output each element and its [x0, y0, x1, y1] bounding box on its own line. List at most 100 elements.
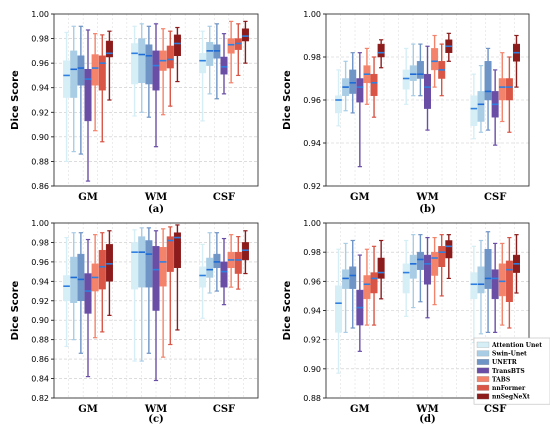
box-c-gm-3 [84, 238, 92, 378]
box-iqr [416, 251, 424, 270]
legend-label: TABS [492, 376, 510, 383]
box-iqr [152, 50, 160, 91]
box-c-csf-3 [220, 237, 228, 306]
box-iqr [498, 78, 506, 101]
box-iqr [416, 61, 424, 79]
box-b-csf-3 [491, 69, 499, 146]
box-c-wm-2 [145, 227, 153, 354]
y-tick-label: 0.96 [31, 59, 49, 68]
box-d-wm-5 [438, 234, 446, 297]
box-iqr [91, 54, 99, 86]
panel-label: (a) [148, 204, 164, 215]
x-category-label: CSF [213, 404, 235, 415]
y-tick-label: 0.94 [31, 277, 49, 286]
box-a-gm-2 [77, 25, 85, 155]
box-iqr [377, 43, 385, 58]
legend-swatch [476, 384, 490, 391]
x-category-label: CSF [213, 192, 235, 203]
panel-label: (c) [148, 414, 164, 425]
panel-a: 0.86 0.88 0.90 0.92 0.94 0.96 0.98 1.00 GM WM CSF D… [10, 10, 259, 215]
box-iqr [131, 242, 139, 290]
box-iqr [431, 251, 439, 276]
box-iqr [206, 42, 214, 66]
box-d-wm-0 [402, 239, 410, 317]
y-tick-label: 0.86 [31, 355, 49, 364]
legend-swatch [476, 341, 490, 348]
box-iqr [498, 263, 506, 297]
box-iqr [105, 40, 113, 58]
box-iqr [220, 261, 228, 288]
box-iqr [77, 55, 85, 86]
y-tick-label: 0.88 [31, 157, 49, 166]
box-iqr [234, 251, 242, 274]
box-c-csf-2 [213, 232, 221, 292]
box-iqr [199, 266, 207, 288]
box-b-csf-4 [498, 52, 506, 123]
axes-frame [325, 13, 530, 187]
box-c-wm-5 [166, 226, 174, 346]
y-tick-label: 0.92 [31, 297, 49, 306]
box-d-wm-3 [423, 236, 432, 319]
box-iqr [105, 244, 113, 282]
box-a-csf-0 [199, 30, 207, 122]
legend-label: Swin-Unet [492, 351, 527, 358]
box-iqr [484, 61, 492, 101]
y-axis-label: Dice Score [282, 280, 293, 340]
box-iqr [199, 53, 207, 74]
box-c-csf-4 [227, 234, 235, 288]
box-b-wm-5 [438, 43, 446, 97]
legend-label: nnFormer [492, 385, 526, 392]
box-d-csf-3 [491, 242, 499, 333]
box-c-csf-5 [234, 236, 242, 290]
x-category-label: WM [415, 404, 438, 415]
box-a-gm-0 [63, 31, 71, 163]
y-tick-label: 0.98 [31, 35, 49, 44]
box-a-gm-4 [91, 33, 99, 132]
box-iqr [445, 240, 453, 259]
box-b-csf-0 [470, 73, 478, 140]
box-iqr [241, 242, 249, 261]
box-iqr [173, 34, 181, 57]
box-d-csf-1 [477, 239, 485, 335]
x-category-label: GM [78, 404, 98, 415]
box-b-gm-5 [370, 56, 378, 118]
legend-item: TransBTS [476, 367, 525, 375]
box-a-csf-5 [234, 23, 242, 77]
box-d-csf-2 [484, 231, 492, 333]
y-tick-label: 0.92 [303, 336, 321, 345]
y-tick-label: 0.96 [31, 258, 49, 267]
box-iqr [220, 56, 228, 75]
box-b-gm-0 [335, 69, 343, 127]
box-iqr [505, 260, 513, 302]
box-iqr [349, 69, 357, 94]
box-b-csf-6 [512, 34, 520, 88]
box-iqr [173, 232, 181, 268]
y-tick-label: 0.94 [31, 84, 49, 93]
box-c-wm-3 [152, 230, 160, 382]
box-a-gm-5 [98, 34, 106, 143]
box-iqr [335, 285, 343, 333]
box-c-csf-6 [241, 230, 249, 275]
box-iqr [145, 240, 153, 288]
y-tick-label: 0.96 [303, 277, 321, 286]
y-tick-label: 1.00 [303, 219, 321, 228]
box-d-gm-3 [356, 254, 364, 352]
x-category-label: CSF [484, 404, 506, 415]
box-a-wm-5 [166, 30, 174, 107]
box-iqr [159, 247, 167, 287]
y-axis-label: Dice Score [282, 70, 293, 130]
box-iqr [370, 73, 378, 96]
box-b-gm-1 [342, 60, 350, 112]
box-iqr [423, 73, 432, 109]
x-category-label: WM [144, 404, 167, 415]
box-iqr [370, 272, 378, 294]
box-b-gm-4 [363, 47, 371, 105]
box-d-wm-6 [445, 234, 453, 280]
box-iqr [63, 275, 71, 302]
y-tick-label: 0.84 [31, 375, 49, 384]
legend-item: UNETR [476, 359, 518, 366]
box-iqr [138, 38, 146, 84]
box-iqr [152, 246, 160, 311]
box-d-gm-2 [349, 239, 357, 329]
